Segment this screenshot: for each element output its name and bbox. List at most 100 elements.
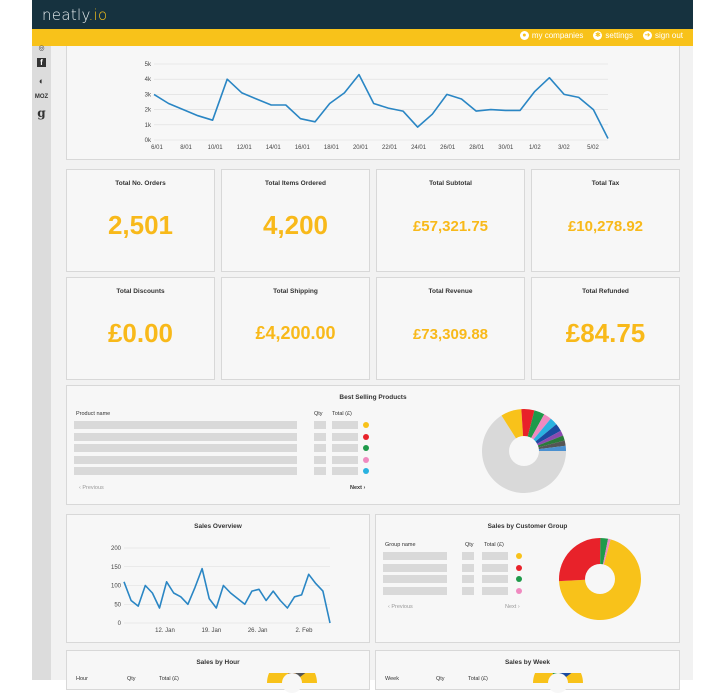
x-tick-label: 3/02 [558,145,570,151]
legend-dot [516,564,522,571]
x-tick-label: 26/01 [440,145,456,151]
orders-trend-card: 5k 4k 3k 2k 1k 0k 6/01 8/01 10/01 12/01 14/01 16/01… [66,46,680,160]
donut-hole [585,564,615,594]
sales-overview-card: Sales Overview 200 150 100 50 0 12. Jan 19. Ja… [66,514,370,643]
hour-header: Hour [76,676,88,682]
x-tick-label: 5/02 [587,145,599,151]
x-tick-label: 24/01 [411,145,427,151]
total-header: Total (£) [484,542,504,548]
stat-value: £10,278.92 [567,218,644,235]
row-total-placeholder [332,467,358,475]
row-name-placeholder[interactable] [74,421,297,429]
legend-dot [516,553,522,559]
gear-icon: ✱ [593,31,603,40]
my-companies-link[interactable]: ● my companies [519,31,583,40]
stat-card: Total Subtotal £57,321.75 [376,169,525,272]
y-tick-label: 100 [111,584,122,590]
next-link[interactable]: Next › [350,485,366,491]
x-tick-label: 8/01 [180,145,192,151]
sign-out-link[interactable]: ➜ sign out [642,31,683,40]
row-name-placeholder[interactable] [74,444,297,452]
stat-title: Total Discounts [116,288,165,295]
y-tick-label: 0k [145,138,152,144]
y-tick-label: 50 [114,602,121,608]
y-tick-label: 5k [145,62,152,68]
x-tick-label: 12. Jan [155,628,175,634]
left-rail: ◎ f ◐ MOZ g [32,45,51,680]
row-qty-placeholder [462,563,474,572]
y-tick-label: 2k [145,108,152,114]
row-total-placeholder [332,421,358,429]
stat-value: 4,200 [262,210,329,240]
sales-by-week-donut [533,673,583,693]
x-tick-label: 2. Feb [295,628,313,634]
donut-hole [509,436,539,466]
x-tick-label: 10/01 [208,145,224,151]
stat-value: £0.00 [107,318,174,348]
analytics-icon[interactable]: ◎ [38,45,45,52]
previous-link[interactable]: ‹ Previous [79,485,104,491]
twitter-icon[interactable]: ◐ [38,76,45,86]
settings-link[interactable]: ✱ settings [593,31,633,40]
sales-by-hour-donut [267,673,317,693]
stat-title: Total Tax [591,180,620,187]
customer-group-donut [559,538,641,620]
row-name-placeholder[interactable] [383,552,447,560]
orders-trend-chart: 5k 4k 3k 2k 1k 0k6/01 8/01 10/01 12/01 14/01 16/01… [145,62,609,151]
legend-dot [363,468,369,474]
sales-by-week-title: Sales by Week [504,659,551,666]
stat-card: Total Shipping £4,200.00 [221,277,370,380]
row-total-placeholder [332,444,358,452]
product-name-header: Product name [76,411,111,417]
stat-title: Total No. Orders [115,180,166,187]
week-header: Week [385,676,399,682]
x-tick-label: 1/02 [529,145,541,151]
x-tick-label: 28/01 [469,145,485,151]
dashboard-main: 5k 4k 3k 2k 1k 0k 6/01 8/01 10/01 12/01 14/01 16/01… [51,46,693,693]
row-name-placeholder[interactable] [74,467,297,475]
app-logo[interactable]: neatly.io [42,6,108,24]
google-icon[interactable]: g [37,106,46,120]
user-nav-bar: ● my companies ✱ settings ➜ sign out [32,29,693,46]
row-name-placeholder[interactable] [74,432,297,441]
row-qty-placeholder [314,432,326,441]
row-name-placeholder[interactable] [74,455,297,464]
sales-overview-chart: 200 150 100 50 0 12. Jan 19. Jan 26. Jan 2. Feb [111,546,331,634]
legend-dot [516,576,522,582]
customer-group-card: Sales by Customer Group Group name Qty T… [375,514,680,643]
stat-title: Total Revenue [428,288,473,295]
total-header: Total (£) [332,411,352,417]
stat-title: Total Items Ordered [265,180,326,187]
best-selling-card: Best Selling Products Product name Qty T… [66,385,680,505]
row-total-placeholder [482,586,508,595]
facebook-icon[interactable]: f [34,58,49,67]
sales-overview-title: Sales Overview [194,523,242,530]
row-total-placeholder [332,455,358,464]
y-tick-label: 3k [145,92,152,98]
x-tick-label: 30/01 [498,145,514,151]
x-tick-label: 16/01 [295,145,311,151]
qty-header: Qty [127,676,136,682]
x-tick-label: 14/01 [266,145,282,151]
stat-card: Total Discounts £0.00 [66,277,215,380]
previous-link[interactable]: ‹ Previous [388,604,413,610]
legend-dot [363,445,369,451]
y-tick-label: 150 [111,565,122,571]
x-tick-label: 22/01 [382,145,398,151]
group-name-header: Group name [385,542,416,548]
x-tick-label: 18/01 [324,145,340,151]
moz-icon[interactable]: MOZ [34,94,49,100]
row-name-placeholder[interactable] [383,563,447,572]
stat-value: 2,501 [107,210,174,240]
row-name-placeholder[interactable] [383,575,447,583]
next-link[interactable]: Next › [505,604,520,610]
best-selling-title: Best Selling Products [339,394,407,401]
top-bar: neatly.io [32,0,693,29]
qty-header: Qty [465,542,474,548]
y-tick-label: 0 [118,621,122,627]
row-name-placeholder[interactable] [383,586,447,595]
series-line [123,567,331,624]
x-tick-label: 6/01 [151,145,163,151]
x-tick-label: 20/01 [353,145,369,151]
stat-value: £84.75 [565,318,646,348]
